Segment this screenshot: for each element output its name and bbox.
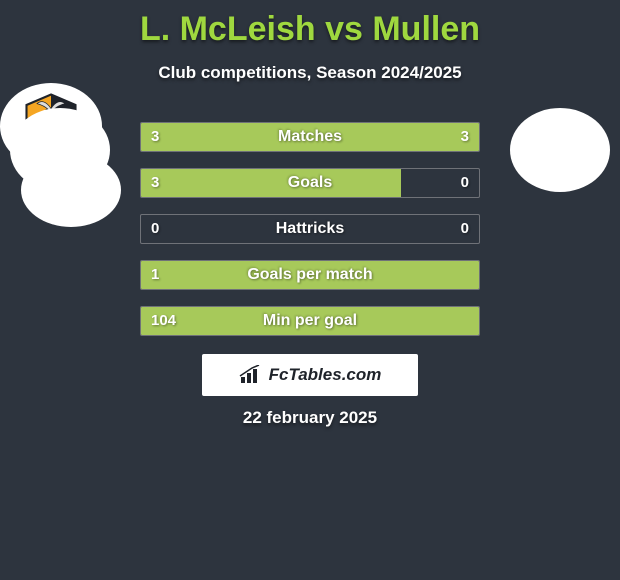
bar-value-left: 3 — [141, 123, 169, 151]
stat-bar: Min per goal104 — [140, 306, 480, 336]
stat-bar: Goals3 0 — [140, 168, 480, 198]
page-subtitle: Club competitions, Season 2024/2025 — [0, 63, 620, 83]
stat-bar: Goals per match1 — [140, 260, 480, 290]
bar-value-left: 104 — [141, 307, 186, 335]
stats-bars-container: Matches33Goals30Hattricks00Goals per mat… — [140, 122, 480, 352]
brand-text: FcTables.com — [269, 365, 382, 385]
brand-box: FcTables.com — [202, 354, 418, 396]
bar-value-right — [459, 261, 479, 289]
player-left-avatar-2 — [21, 153, 121, 227]
date-line: 22 february 2025 — [0, 408, 620, 428]
bar-label: Goals per match — [141, 261, 479, 289]
bar-value-right: 0 — [451, 169, 479, 197]
player-right-avatar — [510, 108, 610, 192]
bar-value-right: 0 — [451, 215, 479, 243]
bar-label: Goals — [141, 169, 479, 197]
bar-value-left: 0 — [141, 215, 169, 243]
bar-value-left: 3 — [141, 169, 169, 197]
bar-label: Hattricks — [141, 215, 479, 243]
bar-chart-icon — [239, 365, 263, 385]
bar-value-right: 3 — [451, 123, 479, 151]
page-title: L. McLeish vs Mullen — [0, 0, 620, 49]
stat-bar: Hattricks0 0 — [140, 214, 480, 244]
bar-value-right — [459, 307, 479, 335]
stat-bar: Matches3 3 — [140, 122, 480, 152]
bar-label: Matches — [141, 123, 479, 151]
bar-label: Min per goal — [141, 307, 479, 335]
bar-value-left: 1 — [141, 261, 169, 289]
